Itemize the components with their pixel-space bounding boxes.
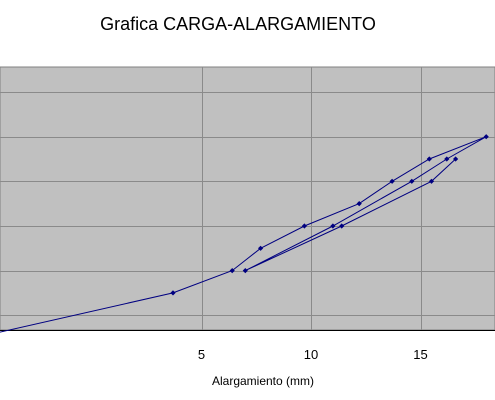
data-point bbox=[339, 223, 345, 229]
data-point bbox=[389, 178, 395, 184]
chart-title: Grafica CARGA-ALARGAMIENTO bbox=[100, 14, 376, 34]
data-point bbox=[356, 201, 362, 207]
data-point bbox=[258, 245, 264, 251]
x-tick-label: 10 bbox=[304, 347, 318, 362]
gridlines bbox=[0, 67, 495, 331]
x-tick-labels: 5 10 15 bbox=[198, 347, 428, 362]
x-tick-label: 15 bbox=[413, 347, 427, 362]
x-tick-label: 5 bbox=[198, 347, 205, 362]
data-point bbox=[229, 268, 235, 274]
data-point bbox=[301, 223, 307, 229]
data-point bbox=[242, 268, 248, 274]
plot-area bbox=[0, 66, 495, 331]
data-point bbox=[453, 156, 459, 162]
x-axis-title: Alargamiento (mm) bbox=[212, 374, 314, 388]
data-point bbox=[483, 134, 489, 140]
series-line bbox=[0, 136, 487, 333]
data-point bbox=[426, 156, 432, 162]
data-point bbox=[428, 178, 435, 184]
data-point bbox=[409, 178, 415, 184]
data-point bbox=[330, 223, 336, 229]
data-point bbox=[444, 156, 450, 162]
data-point bbox=[170, 290, 176, 296]
series-layer bbox=[0, 134, 489, 333]
